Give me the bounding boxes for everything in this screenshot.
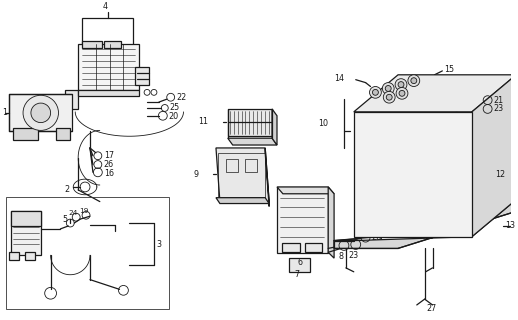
Text: 4: 4 [102, 3, 107, 12]
Text: 15: 15 [444, 65, 454, 75]
Polygon shape [9, 94, 72, 132]
Text: 8: 8 [338, 252, 343, 261]
Bar [226, 159, 238, 172]
Text: 9: 9 [193, 170, 198, 179]
Text: 14: 14 [334, 74, 344, 83]
Text: 11: 11 [198, 117, 208, 126]
Circle shape [395, 79, 407, 91]
Text: 18: 18 [388, 224, 398, 233]
Polygon shape [55, 91, 78, 109]
Polygon shape [277, 187, 334, 194]
Bar [354, 112, 472, 237]
Polygon shape [216, 198, 269, 204]
Bar [6, 197, 169, 309]
Text: 23: 23 [349, 251, 359, 260]
Bar [82, 41, 102, 48]
Text: 26: 26 [104, 160, 114, 169]
Bar [9, 252, 19, 260]
Text: 19: 19 [79, 208, 89, 214]
Text: 5: 5 [63, 215, 68, 224]
Bar [13, 128, 38, 140]
Text: 20: 20 [169, 112, 179, 121]
Text: 12: 12 [496, 170, 506, 179]
Text: 26: 26 [371, 233, 382, 242]
Text: 2: 2 [64, 185, 69, 194]
Text: 7: 7 [294, 270, 299, 279]
Circle shape [383, 92, 395, 103]
Bar [104, 41, 122, 48]
Text: 25: 25 [170, 103, 180, 112]
Text: 24: 24 [68, 210, 78, 216]
Circle shape [385, 85, 391, 92]
Circle shape [372, 89, 378, 95]
Bar [55, 128, 70, 140]
Polygon shape [354, 75, 516, 112]
Bar [135, 67, 149, 84]
Bar [228, 109, 272, 136]
Circle shape [398, 82, 404, 87]
Bar [25, 252, 35, 260]
Polygon shape [265, 148, 269, 206]
Polygon shape [216, 148, 269, 202]
Circle shape [399, 91, 405, 96]
Polygon shape [334, 200, 516, 248]
Circle shape [369, 86, 381, 98]
Text: 22: 22 [177, 93, 187, 102]
Text: 1: 1 [3, 108, 7, 117]
Circle shape [396, 87, 408, 99]
Bar [82, 18, 133, 47]
Polygon shape [78, 91, 139, 96]
Bar [282, 243, 299, 252]
Bar [246, 159, 257, 172]
Text: 10: 10 [318, 119, 328, 128]
Bar [277, 187, 328, 253]
Circle shape [411, 78, 417, 84]
Circle shape [382, 83, 394, 94]
Text: 23: 23 [494, 104, 503, 113]
Polygon shape [228, 138, 277, 145]
Text: 27: 27 [427, 304, 437, 313]
Circle shape [23, 95, 59, 130]
Text: 17: 17 [104, 151, 114, 160]
Bar [289, 258, 310, 272]
Bar [78, 44, 139, 91]
Bar [218, 153, 265, 197]
Text: 13: 13 [506, 221, 515, 230]
Circle shape [31, 103, 51, 123]
Text: 6: 6 [297, 258, 302, 267]
Polygon shape [272, 109, 277, 145]
Text: 16: 16 [104, 169, 114, 178]
Bar [305, 243, 322, 252]
Text: 21: 21 [494, 96, 503, 105]
Bar [11, 211, 41, 226]
Text: 3: 3 [156, 240, 161, 249]
Circle shape [408, 75, 420, 86]
Circle shape [386, 94, 392, 100]
Polygon shape [328, 187, 334, 258]
Bar [11, 211, 41, 255]
Polygon shape [472, 75, 516, 237]
